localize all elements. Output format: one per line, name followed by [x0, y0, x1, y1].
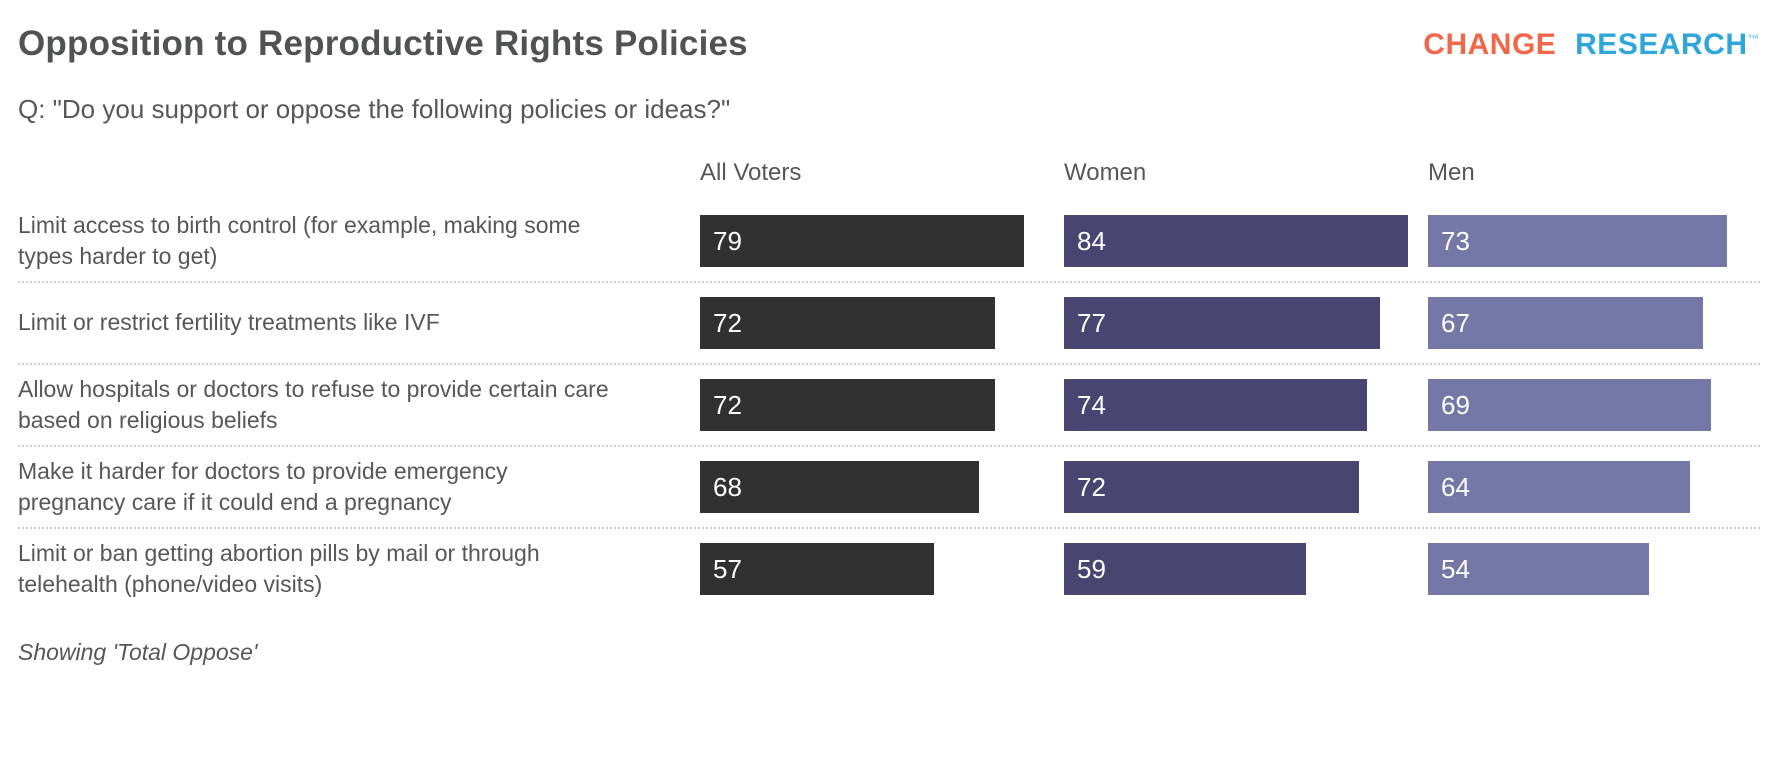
bar-men: 67: [1428, 297, 1703, 349]
bar-women: 72: [1064, 461, 1360, 513]
grouped-bar-chart: All Voters Women Men Limit access to birth…: [18, 159, 1760, 609]
policy-label: Limit or ban getting abortion pills by m…: [18, 539, 540, 597]
bar-value-label: 72: [1077, 471, 1106, 502]
trademark-symbol: ™: [1747, 32, 1760, 46]
bar-cell-men: 73: [1428, 215, 1760, 267]
bar-value-label: 74: [1077, 389, 1106, 420]
bar-all-voters: 72: [700, 379, 996, 431]
page-header: Opposition to Reproductive Rights Polici…: [18, 16, 1760, 64]
bar-all-voters: 79: [700, 215, 1024, 267]
bar-men: 69: [1428, 379, 1711, 431]
chart-note: Showing 'Total Oppose': [18, 639, 258, 665]
bar-cell-women: 84: [1064, 215, 1428, 267]
bar-value-label: 67: [1441, 307, 1470, 338]
bar-cell-all-voters: 72: [700, 297, 1064, 349]
bar-cell-men: 67: [1428, 297, 1760, 349]
bar-cell-women: 77: [1064, 297, 1428, 349]
bar-women: 74: [1064, 379, 1368, 431]
policy-label: Limit or restrict fertility treatments l…: [18, 309, 440, 336]
bar-women: 77: [1064, 297, 1380, 349]
chart-question: Q: "Do you support or oppose the followi…: [18, 94, 731, 124]
bar-cell-women: 72: [1064, 461, 1428, 513]
bar-value-label: 72: [713, 389, 742, 420]
bar-cell-women: 59: [1064, 543, 1428, 595]
policy-row-2: Limit or restrict fertility treatments l…: [18, 283, 1760, 365]
policy-row-3: Allow hospitals or doctors to refuse to …: [18, 365, 1760, 447]
change-research-logo: CHANGE RESEARCH™: [1423, 28, 1760, 62]
policy-label: Make it harder for doctors to provide em…: [18, 457, 508, 515]
column-header-all-voters: All Voters: [700, 159, 802, 186]
column-headers-spacer: [18, 159, 700, 187]
logo-word-change: CHANGE: [1423, 28, 1557, 61]
bar-value-label: 69: [1441, 389, 1470, 420]
bar-men: 73: [1428, 215, 1728, 267]
column-headers-row: All Voters Women Men: [18, 159, 1760, 201]
bar-value-label: 73: [1441, 225, 1470, 256]
chart-rows: Limit access to birth control (for examp…: [18, 201, 1760, 609]
bar-all-voters: 57: [700, 543, 934, 595]
bar-cell-women: 74: [1064, 379, 1428, 431]
policy-row-5: Limit or ban getting abortion pills by m…: [18, 529, 1760, 609]
bar-value-label: 68: [713, 471, 742, 502]
column-header-men: Men: [1428, 159, 1475, 186]
bar-value-label: 57: [713, 553, 742, 584]
chart-page: Opposition to Reproductive Rights Polici…: [18, 16, 1760, 665]
bar-men: 54: [1428, 543, 1650, 595]
bar-value-label: 54: [1441, 553, 1470, 584]
page-title: Opposition to Reproductive Rights Polici…: [18, 24, 748, 63]
bar-value-label: 59: [1077, 553, 1106, 584]
bar-value-label: 77: [1077, 307, 1106, 338]
logo-word-research: RESEARCH: [1575, 28, 1748, 61]
bar-cell-men: 69: [1428, 379, 1760, 431]
bar-value-label: 84: [1077, 225, 1106, 256]
bar-men: 64: [1428, 461, 1691, 513]
bar-value-label: 79: [713, 225, 742, 256]
policy-label: Limit access to birth control (for examp…: [18, 211, 581, 269]
bar-value-label: 72: [713, 307, 742, 338]
policy-label: Allow hospitals or doctors to refuse to …: [18, 375, 609, 433]
policy-row-4: Make it harder for doctors to provide em…: [18, 447, 1760, 529]
bar-cell-all-voters: 68: [700, 461, 1064, 513]
bar-all-voters: 68: [700, 461, 979, 513]
bar-cell-all-voters: 79: [700, 215, 1064, 267]
bar-cell-men: 54: [1428, 543, 1760, 595]
bar-women: 84: [1064, 215, 1409, 267]
bar-cell-all-voters: 57: [700, 543, 1064, 595]
bar-cell-men: 64: [1428, 461, 1760, 513]
bar-value-label: 64: [1441, 471, 1470, 502]
bar-all-voters: 72: [700, 297, 996, 349]
bar-women: 59: [1064, 543, 1306, 595]
policy-row-1: Limit access to birth control (for examp…: [18, 201, 1760, 283]
bar-cell-all-voters: 72: [700, 379, 1064, 431]
column-header-women: Women: [1064, 159, 1147, 186]
